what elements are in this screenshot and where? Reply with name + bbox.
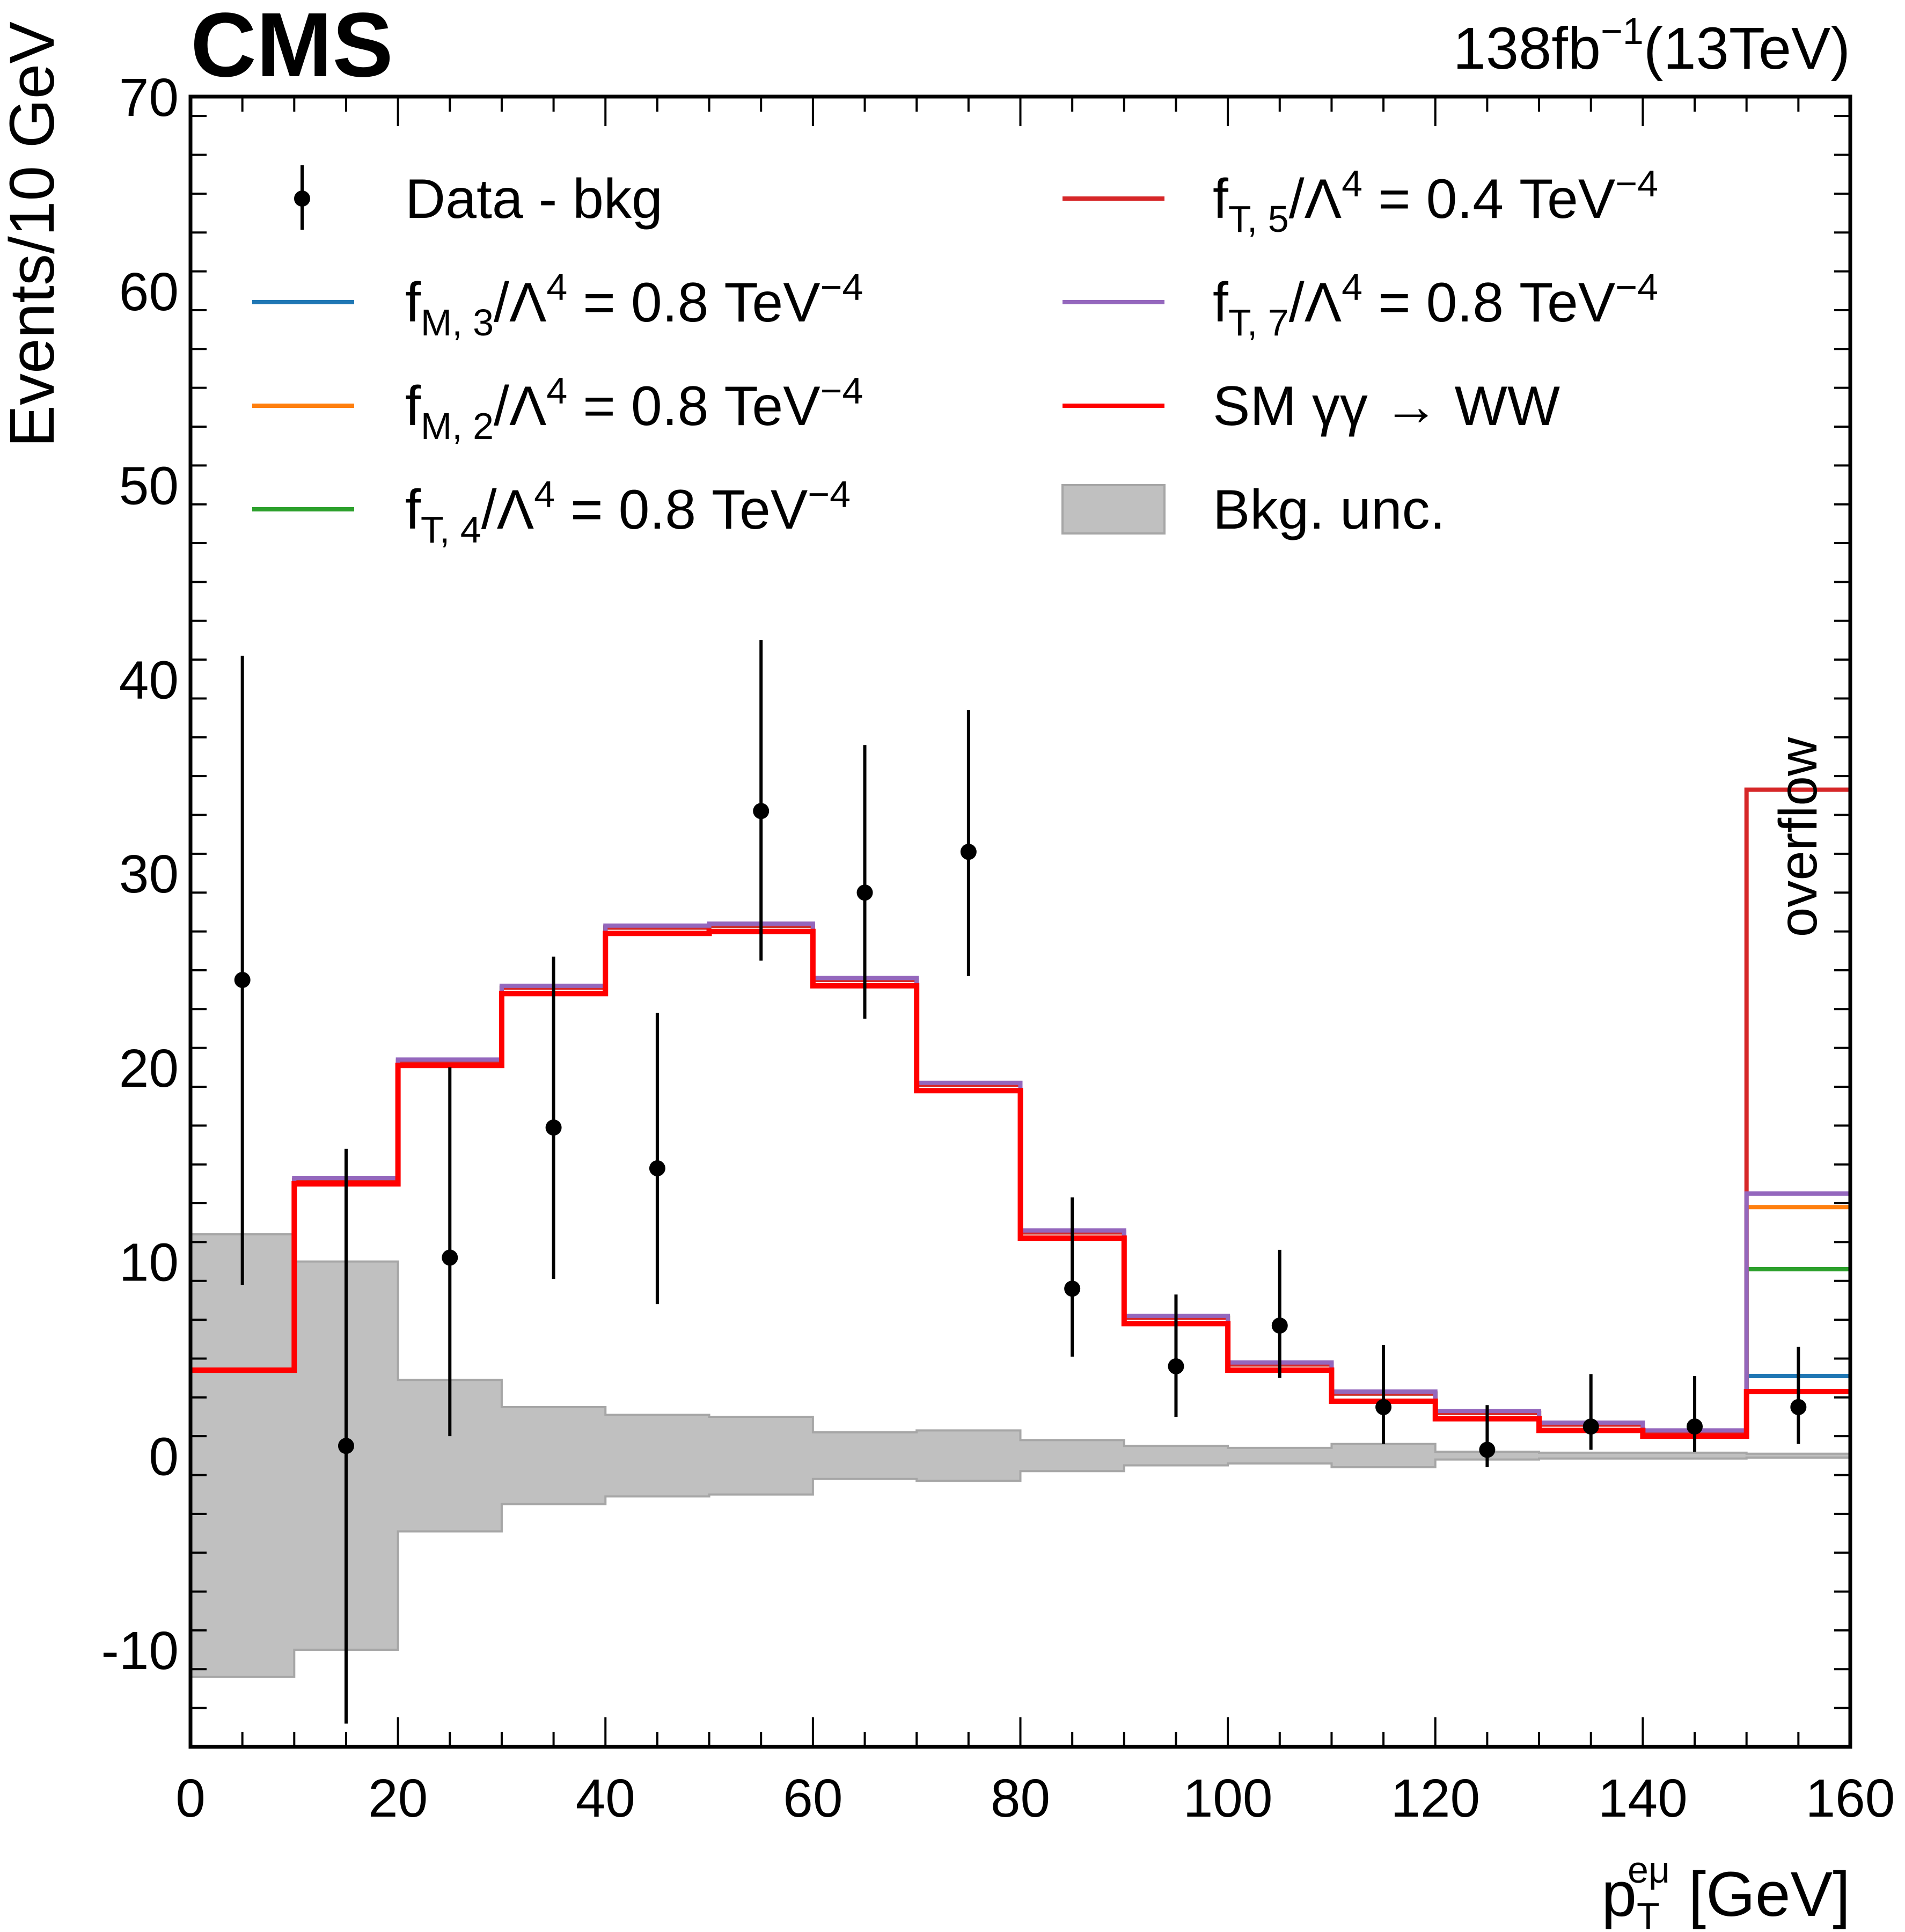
legend-text-part: 4 [1342,163,1362,204]
bkg-uncertainty-band [189,1233,1851,1678]
legend-data-marker [294,191,310,207]
x-title-sub: T [1637,1895,1659,1932]
legend-text-part: M, 2 [421,405,494,447]
data-point [1582,1418,1599,1435]
legend-text-part: −4 [808,473,851,515]
legend-text-part: 4 [534,473,555,515]
lumi-value: 138 [1453,16,1552,82]
x-tick-label: 160 [1806,1768,1895,1828]
legend-SM-label: SM γγ → WW [1213,375,1560,437]
legend-fT7-label: fT, 7/Λ4 = 0.8 TeV−4 [1213,266,1658,343]
data-point [1064,1280,1081,1297]
data-point [442,1249,458,1266]
axes: 0 20 40 60 80 100 120 140 160 -10 0 10 20 30 40 50 60 70 [101,68,1895,1828]
y-tick-label: 60 [119,262,179,322]
series-SM-histogram [190,928,1850,1439]
legend-fM2-label: fM, 2/Λ4 = 0.8 TeV−4 [405,370,863,447]
data-point [753,803,770,819]
y-tick-label: 50 [119,456,179,516]
legend-text-part: /Λ [494,272,546,334]
data-point [1375,1399,1392,1415]
x-tick-label: 0 [175,1768,206,1828]
legend-text-part: f [1213,272,1229,334]
x-title-unit: [GeV] [1688,1859,1850,1930]
x-tick-label: 40 [576,1768,635,1828]
data-points [234,640,1807,1724]
legend-text-part: M, 3 [421,302,494,343]
legend-text-part: f [405,272,421,334]
y-tick-label: 30 [119,844,179,904]
legend-text-part: f [1213,168,1229,230]
luminosity-label: 138fb−1(13TeV) [1453,10,1850,82]
legend-fM3-label: fM, 3/Λ4 = 0.8 TeV−4 [405,266,863,343]
legend-data-label: Data - bkg [405,168,663,230]
legend-text-part: = 0.8 TeV [1362,272,1615,334]
data-point [1479,1441,1496,1458]
legend-text-part: T, 4 [421,509,481,551]
legend-text-part: f [405,375,421,437]
data-point [856,884,873,901]
legend-fT5-label: fT, 5/Λ4 = 0.4 TeV−4 [1213,163,1658,240]
x-title-main: p [1601,1859,1637,1930]
legend-text-part: −4 [1615,163,1658,204]
x-tick-label: 120 [1390,1768,1480,1828]
y-tick-label: 0 [149,1426,179,1487]
y-tick-label: 10 [119,1233,179,1293]
data-point [338,1438,354,1454]
lumi-unit: fb [1551,16,1601,82]
legend-bkg-swatch [1061,484,1166,535]
legend-text-part: f [405,479,421,541]
legend-text-part: /Λ [494,375,546,437]
data-point [545,1119,562,1136]
data-point [1271,1317,1288,1334]
x-title-sup: eμ [1628,1849,1670,1891]
data-point [1687,1418,1703,1435]
experiment-label: CMS [190,0,393,96]
legend-text-part: 4 [1342,266,1362,308]
x-tick-label: 140 [1598,1768,1688,1828]
legend-text-part: T, 5 [1228,198,1289,240]
data-point [649,1160,665,1176]
y-tick-label: 70 [119,68,179,128]
y-tick-label: 40 [119,650,179,710]
legend-text-part: = 0.8 TeV [567,272,820,334]
legend-fT4-label: fT, 4/Λ4 = 0.8 TeV−4 [405,473,851,551]
energy-label: (13TeV) [1644,16,1850,82]
legend-text-part: = 0.8 TeV [555,479,808,541]
legend-text-part: = 0.8 TeV [567,375,820,437]
lumi-exp: −1 [1601,10,1644,52]
overflow-label: overflow [1768,737,1828,937]
prediction-histograms [190,787,1850,1439]
x-tick-label: 60 [783,1768,842,1828]
data-point [234,972,251,989]
legend-text-part: −4 [820,266,863,308]
data-point [1790,1399,1807,1415]
y-axis-title: Events/10 GeV [0,21,68,448]
legend-bkg-label: Bkg. unc. [1213,479,1446,541]
y-tick-label: 20 [119,1038,179,1099]
legend-text-part: = 0.4 TeV [1362,168,1615,230]
data-point [960,844,977,860]
x-axis-title: pTeμ [GeV] [1601,1849,1850,1932]
legend-text-part: /Λ [1289,272,1342,334]
legend-text-part: T, 7 [1228,302,1289,343]
legend-text-part: −4 [820,370,863,412]
legend-text-part: /Λ [481,479,534,541]
x-tick-label: 20 [368,1768,428,1828]
y-tick-label: -10 [101,1621,179,1681]
legend-text-part: /Λ [1289,168,1342,230]
x-tick-label: 80 [991,1768,1050,1828]
legend-text-part: 4 [546,370,567,412]
legend-text-part: −4 [1615,266,1658,308]
bkg-uncertainty-area [189,1233,1851,1678]
data-point [1168,1358,1184,1374]
x-tick-label: 100 [1183,1768,1273,1828]
legend-text-part: 4 [546,266,567,308]
